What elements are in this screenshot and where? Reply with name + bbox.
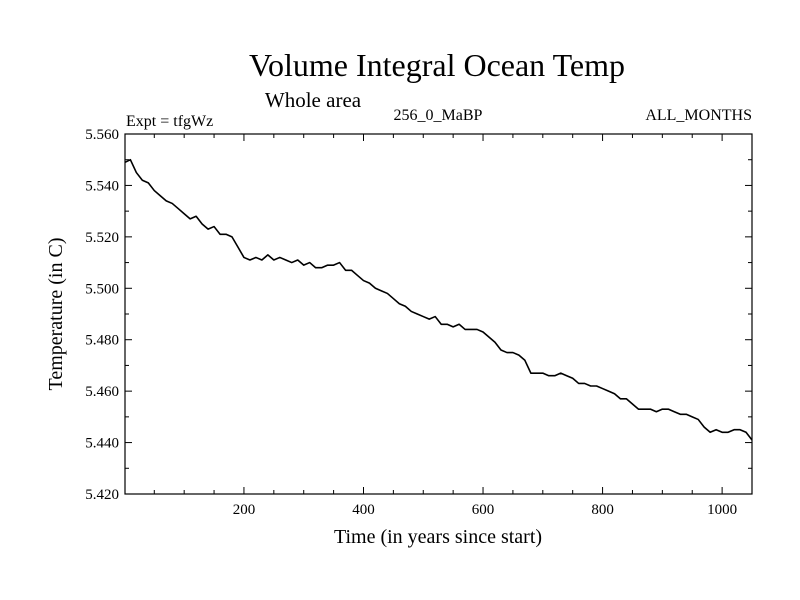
axis-tick-labels: 200 400 600 800 1000 5.420 5.440 5.460 5.480 5.50… [85, 127, 737, 518]
x-axis-label: Time (in years since start) [334, 526, 542, 548]
chart-subtitle: Whole area [265, 88, 362, 112]
period-label: 256_0_MaBP [394, 107, 483, 124]
y-tick-label: 5.540 [85, 178, 119, 194]
x-tick-label: 400 [352, 502, 375, 518]
y-axis-label: Temperature (in C) [45, 238, 67, 391]
axis-ticks [125, 133, 753, 495]
y-tick-label: 5.420 [85, 487, 119, 503]
experiment-label: Expt = tfgWz [126, 113, 213, 130]
x-tick-label: 1000 [707, 502, 737, 518]
x-tick-label: 600 [472, 502, 495, 518]
y-tick-label: 5.460 [85, 384, 119, 400]
y-tick-label: 5.520 [85, 230, 119, 246]
chart-title: Volume Integral Ocean Temp [249, 47, 625, 83]
series-layer [124, 158, 753, 441]
y-tick-label: 5.480 [85, 333, 119, 349]
x-tick-label: 800 [591, 502, 614, 518]
y-tick-label: 5.440 [85, 436, 119, 452]
plot-frame [124, 133, 753, 495]
series-line [124, 158, 753, 441]
x-tick-label: 200 [233, 502, 256, 518]
y-tick-label: 5.500 [85, 281, 119, 297]
y-tick-label: 5.560 [85, 127, 119, 143]
months-label: ALL_MONTHS [645, 107, 752, 124]
